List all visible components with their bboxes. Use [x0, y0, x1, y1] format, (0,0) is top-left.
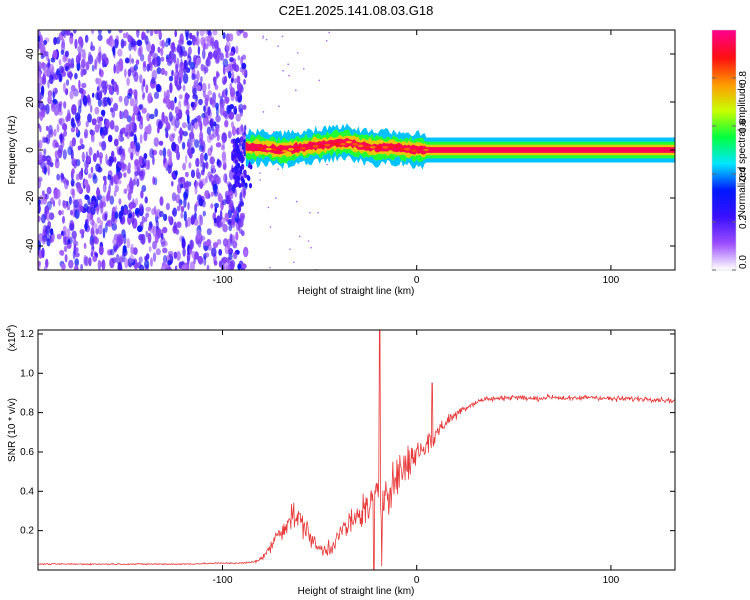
spectrogram-image: [38, 30, 675, 270]
x-tick-label: -100: [212, 275, 232, 286]
y-tick-label: 0.4: [20, 486, 34, 497]
colorbar: 0.0 0.2 0.4 0.6 0.8 Normalized spectral ampl…: [711, 29, 749, 271]
spectrogram-panel: -100 0 100 -40 -20 0 20 40 Height of straight l…: [7, 29, 676, 297]
snr-y-label: SNR (10 * v/v): [7, 398, 18, 462]
colorbar-label: Normalized spectral amplitude: [737, 82, 748, 217]
snr-x-label: Height of straight line (km): [298, 586, 415, 597]
x-tick-label: 0: [414, 275, 420, 286]
spectrogram-x-label: Height of straight line (km): [298, 286, 415, 297]
y-tick-label: 20: [25, 96, 36, 108]
y-tick-label: 1.0: [20, 368, 34, 379]
snr-multiplier-exp: 4: [6, 328, 13, 332]
colorbar-tick-label: 0.8: [738, 71, 749, 85]
noise-region: [38, 30, 249, 270]
snr-multiplier-base: (x10: [7, 331, 18, 351]
y-tick-label: 0.2: [20, 526, 34, 537]
y-tick-label: 0.6: [20, 447, 34, 458]
snr-series-line: [38, 330, 675, 570]
tone-band: [245, 123, 675, 170]
y-tick-label: 0.8: [20, 408, 34, 419]
colorbar-tick-label: 0.0: [738, 255, 749, 269]
x-tick-label: 100: [603, 275, 620, 286]
spectrogram-y-label: Frequency (Hz): [7, 116, 18, 185]
figure-title: C2E1.2025.141.08.03.G18: [279, 3, 434, 18]
colorbar-tick-label: 0.6: [738, 119, 749, 133]
y-tick-label: -40: [25, 238, 36, 253]
x-tick-label: 100: [603, 575, 620, 586]
snr-frame: [37, 329, 676, 571]
x-tick-label: 0: [414, 575, 420, 586]
x-tick-label: -100: [212, 575, 232, 586]
y-tick-label: 1.2: [20, 329, 34, 340]
y-tick-label: 0: [25, 147, 36, 153]
svg-text:(x104): (x104): [6, 325, 18, 352]
y-tick-label: -20: [25, 190, 36, 205]
snr-panel: -100 0 100 0.2 0.4 0.6 0.8 1.0 1.2 Height of str…: [6, 325, 676, 597]
colorbar-tick-label: 0.2: [738, 215, 749, 229]
colorbar-tick-label: 0.4: [738, 167, 749, 181]
y-tick-label: 40: [25, 48, 36, 60]
snr-multiplier: (x104): [6, 325, 18, 352]
